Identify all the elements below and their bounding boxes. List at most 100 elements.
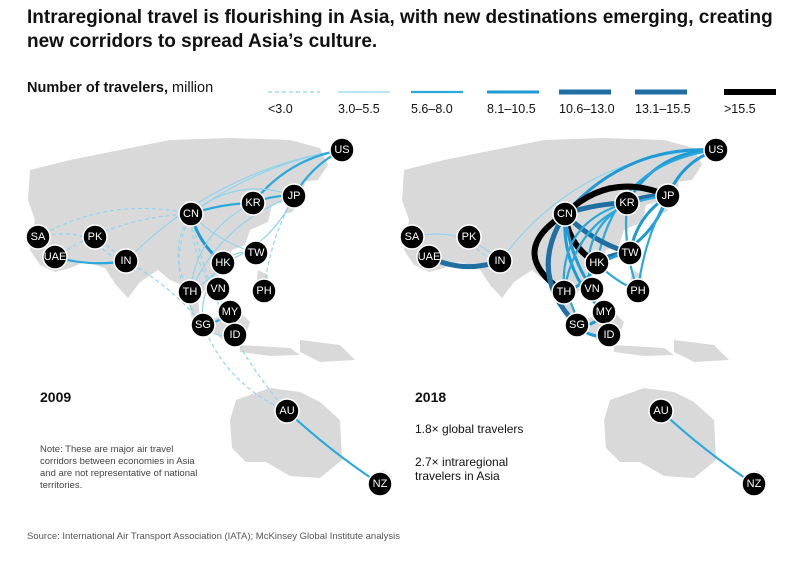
route-line xyxy=(545,212,579,327)
node-label: NZ xyxy=(747,478,762,490)
node-label: PK xyxy=(462,231,477,243)
legend-item: 10.6–13.0 xyxy=(559,88,633,116)
node-circle xyxy=(399,224,425,250)
land-shape xyxy=(614,345,674,356)
node-circle xyxy=(240,190,266,216)
map-2018-node-vn: VN xyxy=(579,276,605,302)
map-2009-node-pk: PK xyxy=(82,224,108,250)
node-circle xyxy=(367,471,393,497)
node-circle xyxy=(274,398,300,424)
node-label: ID xyxy=(604,329,615,341)
node-circle xyxy=(564,312,590,338)
node-label: UAE xyxy=(44,251,67,263)
map-2009-node-vn: VN xyxy=(205,276,231,302)
node-label: NZ xyxy=(373,478,388,490)
map-2018-node-hk: HK xyxy=(584,250,610,276)
node-circle xyxy=(281,183,307,209)
land-shape xyxy=(300,340,355,362)
node-label: US xyxy=(334,144,349,156)
legend-title: Number of travelers, million xyxy=(27,80,213,96)
node-circle xyxy=(178,201,204,227)
map-2009-node-th: TH xyxy=(177,279,203,305)
legend-label: 5.6–8.0 xyxy=(411,102,453,116)
map-2018-node-my: MY xyxy=(591,299,617,325)
map-2009-node-hk: HK xyxy=(210,250,236,276)
route-line xyxy=(562,183,670,217)
stat-global: 1.8× global travelers xyxy=(415,422,524,436)
node-circle xyxy=(703,137,729,163)
route-line xyxy=(54,213,192,258)
map-2009-node-ph: PH xyxy=(251,278,277,304)
map-2018-node-in: IN xyxy=(487,248,513,274)
legend-title-bold: Number of travelers, xyxy=(27,80,169,96)
node-circle xyxy=(655,183,681,209)
node-circle xyxy=(584,250,610,276)
legend-label: >15.5 xyxy=(724,102,756,116)
route-line xyxy=(37,207,192,238)
map-2018-node-uae: UAE xyxy=(416,244,442,270)
chart-title: Intraregional travel is flourishing in A… xyxy=(27,7,773,52)
legend-item: 3.0–5.5 xyxy=(338,88,412,116)
node-label: HK xyxy=(589,257,605,269)
map-2018-node-kr: KR xyxy=(614,190,640,216)
map-2018-node-au: AU xyxy=(648,398,674,424)
node-circle xyxy=(487,248,513,274)
map-2009-node-au: AU xyxy=(274,398,300,424)
node-label: AU xyxy=(279,405,294,417)
legend-label: 13.1–15.5 xyxy=(635,102,691,116)
node-circle xyxy=(190,312,216,338)
node-circle xyxy=(251,278,277,304)
map-2018-node-sg: SG xyxy=(564,312,590,338)
map-2018-node-pk: PK xyxy=(456,224,482,250)
map-2018-node-ph: PH xyxy=(625,278,651,304)
legend-label: <3.0 xyxy=(268,102,293,116)
node-label: PH xyxy=(256,285,271,297)
node-circle xyxy=(222,322,248,348)
node-circle xyxy=(648,398,674,424)
node-circle xyxy=(551,279,577,305)
map-2018-node-us: US xyxy=(703,137,729,163)
year-label-2018: 2018 xyxy=(415,389,447,405)
node-circle xyxy=(82,224,108,250)
node-label: TH xyxy=(183,286,198,298)
map-2018-node-cn: CN xyxy=(552,201,578,227)
node-label: HK xyxy=(215,257,231,269)
legend-item: 8.1–10.5 xyxy=(487,88,561,116)
node-label: SA xyxy=(405,231,420,243)
node-label: AU xyxy=(653,405,668,417)
map-2009-node-cn: CN xyxy=(178,201,204,227)
legend-item: 13.1–15.5 xyxy=(635,88,709,116)
map-2018-node-jp: JP xyxy=(655,183,681,209)
node-circle xyxy=(741,471,767,497)
legend-swatch xyxy=(559,89,611,95)
node-circle xyxy=(25,224,51,250)
node-label: PH xyxy=(630,285,645,297)
node-label: JP xyxy=(288,190,301,202)
node-circle xyxy=(205,276,231,302)
map-2018-node-id: ID xyxy=(596,322,622,348)
route-line xyxy=(178,213,204,326)
node-circle xyxy=(416,244,442,270)
route-line xyxy=(189,202,254,293)
node-label: MY xyxy=(596,306,613,318)
legend-swatch xyxy=(724,89,776,95)
node-circle xyxy=(614,190,640,216)
land-shape xyxy=(674,340,729,362)
node-label: CN xyxy=(557,208,573,220)
legend-label: 3.0–5.5 xyxy=(338,102,380,116)
route-line xyxy=(562,194,669,293)
node-circle xyxy=(113,248,139,274)
legend-label: 10.6–13.0 xyxy=(559,102,615,116)
node-circle xyxy=(210,250,236,276)
map-2009-node-us: US xyxy=(329,137,355,163)
node-label: IN xyxy=(495,255,506,267)
node-circle xyxy=(617,240,643,266)
node-label: SG xyxy=(569,319,585,331)
node-label: CN xyxy=(183,208,199,220)
map-2018-node-th: TH xyxy=(551,279,577,305)
source-note: Source: International Air Transport Asso… xyxy=(27,531,400,542)
legend-item: <3.0 xyxy=(268,88,342,116)
node-label: PK xyxy=(88,231,103,243)
map-2009-node-sg: SG xyxy=(190,312,216,338)
